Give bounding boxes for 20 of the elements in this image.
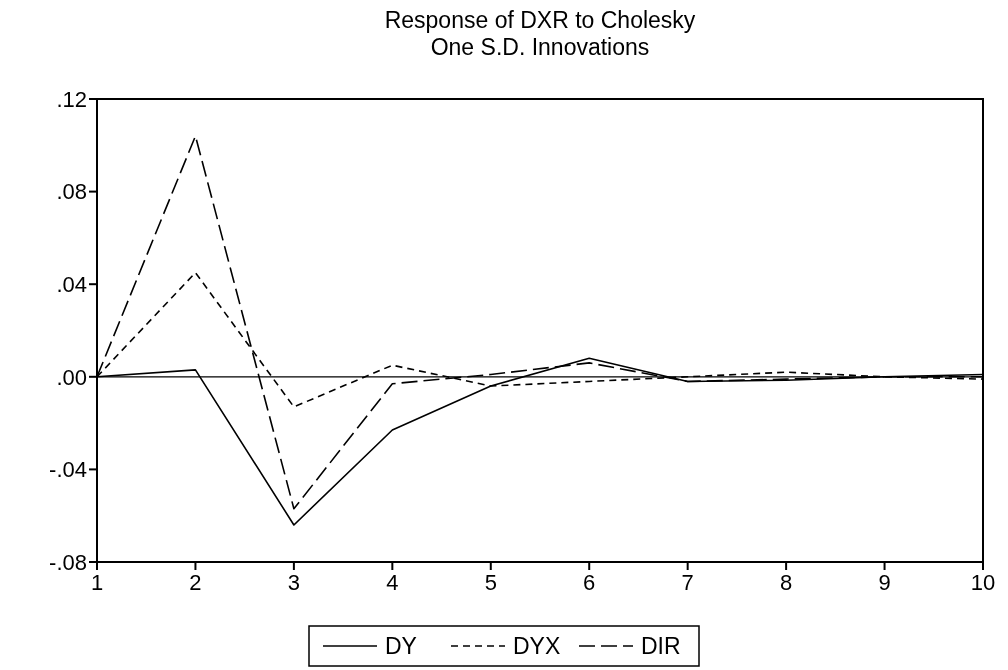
- x-tick-label: 9: [878, 570, 891, 595]
- y-tick-label: .00: [56, 364, 87, 390]
- x-tick-label: 1: [90, 570, 104, 595]
- legend-label: DY: [385, 633, 417, 660]
- x-tick-label: 10: [970, 570, 996, 595]
- y-tick-label: -.04: [49, 457, 87, 483]
- legend-label: DYX: [513, 633, 561, 660]
- x-tick-label: 8: [779, 570, 793, 595]
- x-tick-label: 2: [189, 570, 202, 595]
- legend-label: DIR: [641, 633, 681, 660]
- y-tick-label: -.08: [49, 549, 87, 575]
- y-tick-label: .08: [56, 179, 87, 205]
- chart-title: Response of DXR to Cholesky One S.D. Innovations: [384, 7, 696, 60]
- y-tick-label: .12: [56, 86, 87, 112]
- x-tick-label: 7: [681, 570, 694, 595]
- x-tick-label: 4: [386, 570, 399, 595]
- y-tick-label: .04: [56, 271, 87, 297]
- x-tick-label: 3: [287, 570, 301, 595]
- x-tick-label: 6: [583, 570, 596, 595]
- x-tick-label: 5: [484, 570, 497, 595]
